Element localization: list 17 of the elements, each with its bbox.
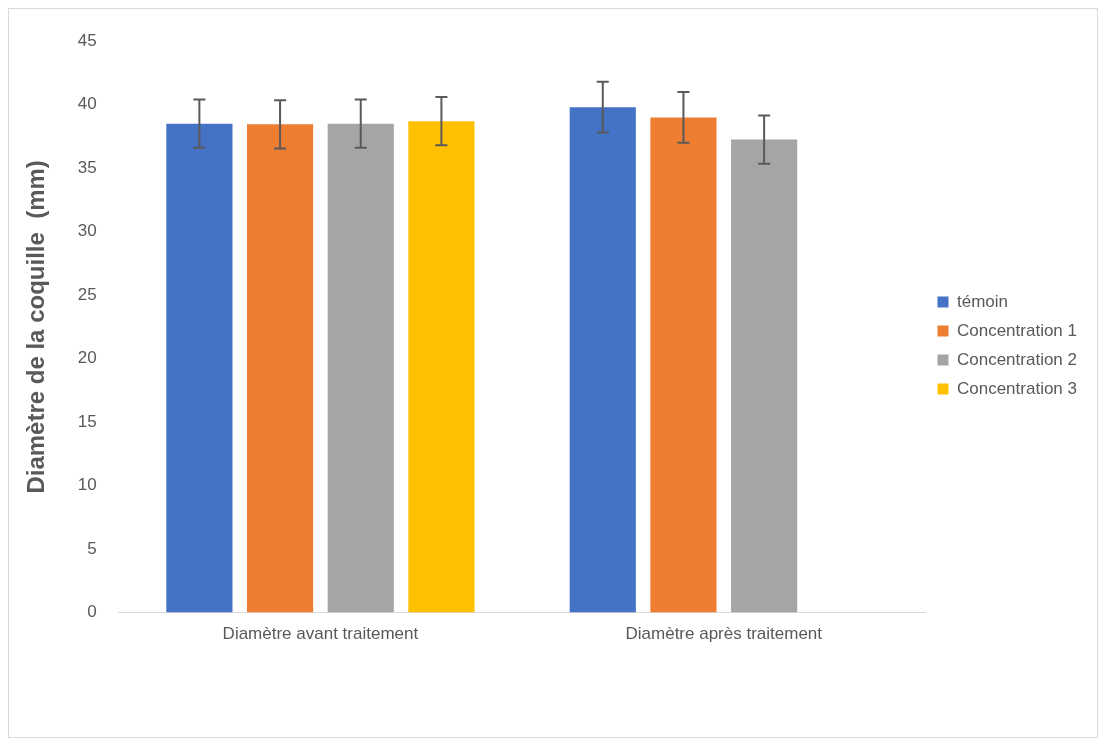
x-tick-label: Diamètre après traitement [625,624,823,644]
legend-label: Concentration 3 [956,378,1078,398]
legend-label: Concentration 2 [956,349,1078,369]
legend-label: témoin [956,291,1009,311]
y-tick-label: 25 [77,284,97,304]
y-tick-label: 15 [77,411,97,431]
x-tick-label: Diamètre avant traitement [222,624,419,644]
y-tick-label: 10 [77,475,97,495]
y-tick-label: 35 [77,157,97,177]
y-tick-label: 45 [77,30,97,50]
y-tick-label: 20 [77,348,97,368]
y-tick-label: 0 [87,602,97,622]
y-tick-label: 40 [77,94,97,114]
y-axis-title: Diamètre de la coquille (mm) [22,160,50,494]
y-tick-label: 30 [77,221,97,241]
y-tick-label: 5 [87,538,97,558]
legend-label: Concentration 1 [956,320,1078,340]
